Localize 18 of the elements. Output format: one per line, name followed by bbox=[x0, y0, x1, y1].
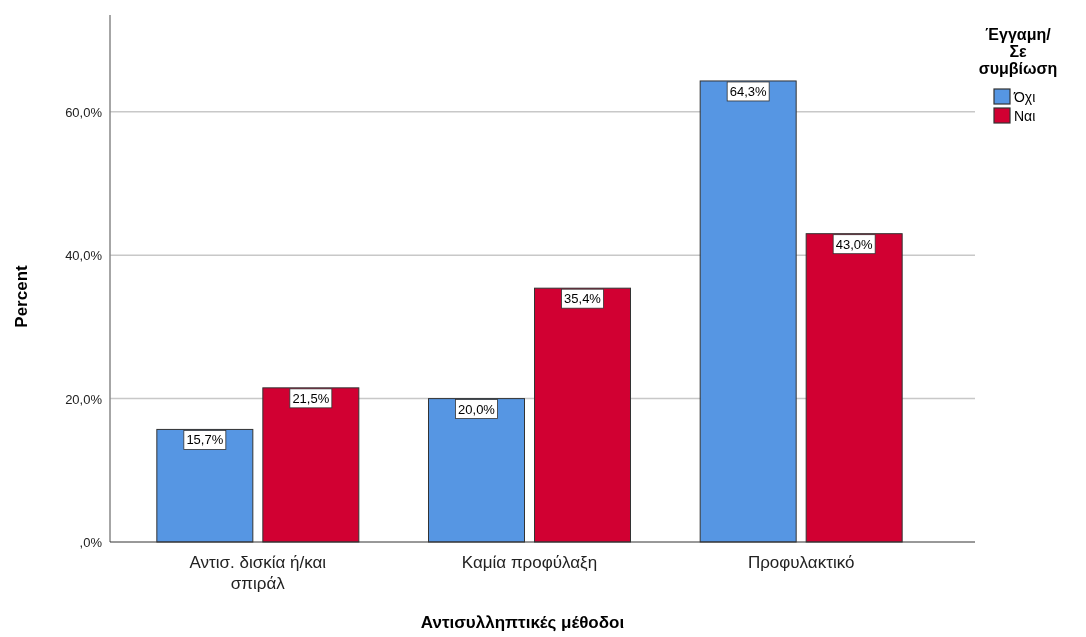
x-tick-label: Προφυλακτικό bbox=[747, 553, 855, 572]
y-tick-label: 40,0% bbox=[65, 248, 103, 264]
legend-label: Όχι bbox=[1013, 89, 1036, 105]
data-label: 64,3% bbox=[729, 83, 768, 99]
legend-title: Έγγαμη/ Σε συμβίωση bbox=[978, 26, 1058, 77]
y-tick-label: 20,0% bbox=[65, 391, 103, 407]
y-tick-label: ,0% bbox=[79, 535, 103, 550]
legend-label: Ναι bbox=[1014, 108, 1036, 124]
data-label: 43,0% bbox=[835, 236, 874, 252]
x-tick-label: Καμία προφύλαξη bbox=[461, 553, 598, 572]
x-axis-title: Αντισυλληπτικές μέθοδοι bbox=[420, 613, 625, 632]
data-label: 15,7% bbox=[186, 432, 224, 448]
x-tick-label: Αντισ. δισκία ή/και σπιράλ bbox=[189, 553, 327, 593]
y-axis-title: Percent bbox=[12, 264, 31, 328]
data-label: 21,5% bbox=[292, 390, 330, 406]
data-label: 20,0% bbox=[458, 401, 496, 417]
y-tick-label: 60,0% bbox=[65, 104, 103, 120]
data-label: 35,4% bbox=[564, 291, 602, 307]
